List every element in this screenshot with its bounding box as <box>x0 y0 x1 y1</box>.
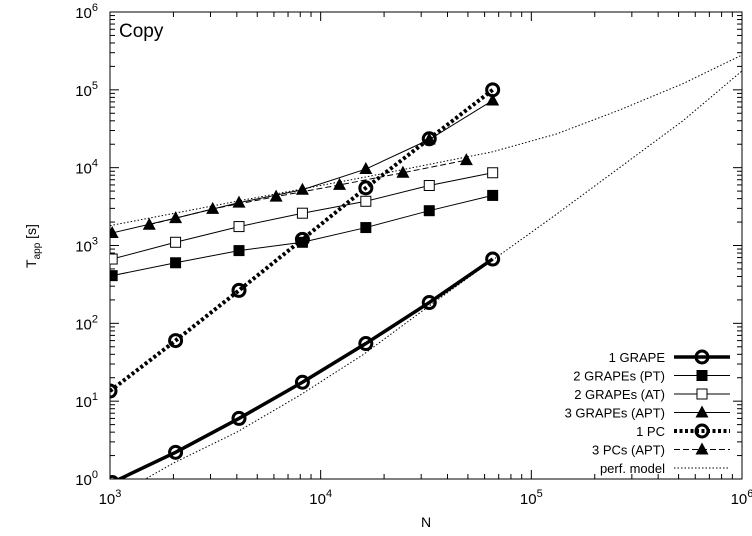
legend-item: 2 GRAPEs (AT) <box>574 387 730 402</box>
data-point <box>486 93 500 106</box>
y-axis-title-unit: [s] <box>23 224 39 243</box>
x-axis-title: N <box>421 514 431 530</box>
series-0 <box>110 251 501 479</box>
legend-marker <box>694 349 710 365</box>
data-point <box>110 253 118 265</box>
legend-label: 1 PC <box>636 424 665 439</box>
data-point <box>296 207 308 219</box>
data-point <box>423 205 435 217</box>
x-tick-label: 105 <box>520 488 543 508</box>
x-tick-label: 103 <box>99 488 122 508</box>
data-point <box>360 222 372 234</box>
y-tick-label: 103 <box>75 236 98 256</box>
y-axis-title-main: T <box>23 259 39 268</box>
y-tick-label: 105 <box>75 80 98 100</box>
data-point <box>233 245 245 257</box>
y-tick-label: 106 <box>75 2 98 22</box>
legend-label: 1 GRAPE <box>609 350 666 365</box>
legend-label: 2 GRAPEs (PT) <box>573 369 665 384</box>
data-point <box>360 195 372 207</box>
legend-marker <box>695 442 709 455</box>
legend-label: perf. model <box>600 461 665 476</box>
legend-marker <box>695 405 709 418</box>
series-6 <box>144 70 742 479</box>
y-axis-title: Tapp [s] <box>23 224 43 268</box>
legend-item: 3 GRAPEs (APT) <box>565 405 730 421</box>
data-point <box>359 162 373 175</box>
data-point <box>169 211 183 224</box>
series-line <box>115 257 494 479</box>
series-line <box>144 70 742 479</box>
data-point <box>295 182 309 195</box>
data-point <box>110 270 118 282</box>
legend-item: 2 GRAPEs (PT) <box>573 369 730 384</box>
data-point <box>168 333 184 349</box>
legend-label: 3 GRAPEs (APT) <box>565 406 665 421</box>
data-point <box>294 231 310 247</box>
legend-label: 3 PCs (APT) <box>592 443 665 458</box>
legend-item: 1 GRAPE <box>609 349 730 365</box>
series-line <box>149 159 467 226</box>
chart-title: Copy <box>119 21 164 42</box>
data-point <box>358 180 374 196</box>
legend-marker <box>696 370 708 381</box>
data-point <box>110 225 119 238</box>
data-point <box>459 153 473 166</box>
data-point <box>232 195 246 208</box>
data-point <box>421 295 437 311</box>
data-point <box>142 217 156 230</box>
data-point <box>269 189 283 202</box>
data-point <box>110 383 118 399</box>
data-point <box>423 180 435 192</box>
series-2 <box>110 167 499 265</box>
legend-marker <box>696 388 708 400</box>
data-point <box>170 236 182 248</box>
series-line <box>112 194 493 277</box>
data-point <box>396 165 410 178</box>
legend: 1 GRAPE 2 GRAPEs (PT) 2 GRAPEs (AT) 3 GRAPE… <box>565 349 730 476</box>
y-tick-label: 102 <box>75 313 98 333</box>
series-layer <box>110 54 742 479</box>
y-axis-title-sub: app <box>32 242 43 259</box>
data-point <box>333 177 347 190</box>
data-point <box>421 131 437 147</box>
legend-label: 2 GRAPEs (AT) <box>574 387 665 402</box>
series-line <box>110 54 742 227</box>
series-line <box>110 88 494 393</box>
series-5 <box>142 153 473 230</box>
data-point <box>487 189 499 201</box>
x-tick-label: 104 <box>309 488 332 508</box>
data-point <box>110 475 119 479</box>
y-tick-label: 101 <box>75 391 98 411</box>
data-point <box>487 167 499 179</box>
legend-item: 3 PCs (APT) <box>592 442 730 458</box>
series-1 <box>110 189 499 282</box>
data-point <box>206 201 220 214</box>
data-point <box>485 82 501 98</box>
data-point <box>231 410 247 426</box>
y-tick-label: 100 <box>75 469 98 489</box>
axis-ticks: 103 104 105 106 100 101 102 103 104 105 106 <box>75 2 752 508</box>
data-point <box>170 257 182 269</box>
legend-marker <box>694 423 710 439</box>
series-7 <box>110 54 742 227</box>
data-point <box>294 374 310 390</box>
x-tick-label: 106 <box>731 488 752 508</box>
data-point <box>485 251 501 267</box>
data-point <box>233 221 245 233</box>
y-tick-label: 104 <box>75 158 98 178</box>
data-point <box>231 282 247 298</box>
series-4 <box>110 82 501 399</box>
legend-item: 1 PC <box>636 423 730 439</box>
data-point <box>168 444 184 460</box>
data-point <box>358 336 374 352</box>
legend-item: perf. model <box>600 461 730 476</box>
data-point <box>296 236 308 248</box>
